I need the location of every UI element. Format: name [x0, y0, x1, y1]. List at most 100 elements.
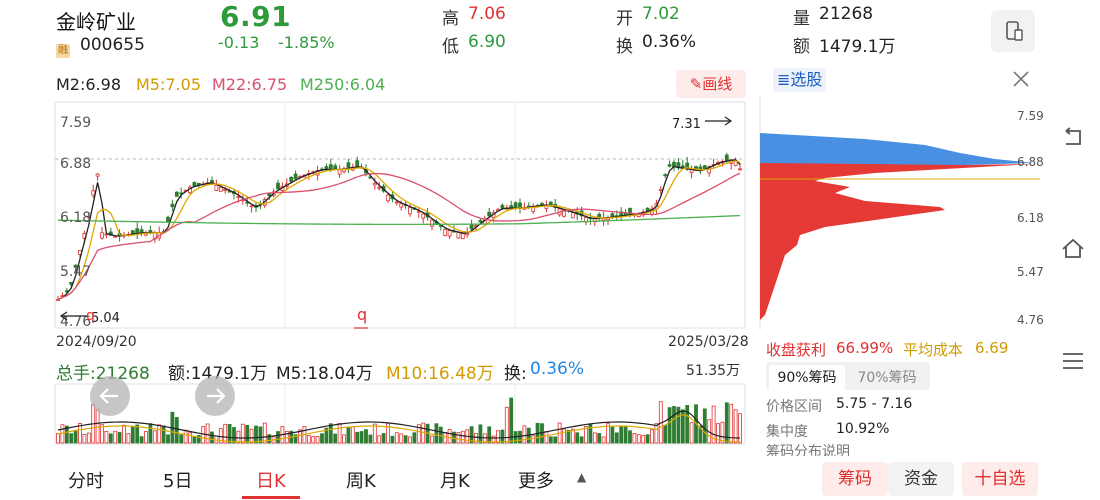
volume-bar [130, 425, 135, 444]
volume-bar [584, 425, 588, 444]
candle-body [377, 186, 382, 189]
volume-bar [474, 433, 478, 444]
add-watchlist-button[interactable]: 十自选 [962, 462, 1038, 496]
ma22-line [57, 172, 741, 301]
volume-bar [100, 424, 104, 444]
tab-daily-k[interactable]: 日K [256, 471, 286, 492]
funds-button[interactable]: 资金 [888, 462, 954, 496]
volume-bar [390, 435, 395, 444]
current-price: 6.91 [220, 0, 292, 33]
volume-total: 总手:21268 [56, 364, 150, 384]
home-button[interactable] [1058, 234, 1088, 264]
volume-bar [144, 431, 148, 444]
volume-bar [223, 423, 228, 444]
volume-bar [456, 431, 461, 444]
tab-70-chips[interactable]: 70%筹码 [857, 370, 917, 386]
candlestick-chart[interactable]: 7.59 6.88 6.18 5.47 4.76 7.31 5.04 q q 2… [0, 0, 760, 460]
volume-bar [614, 432, 619, 444]
next-button[interactable] [195, 376, 235, 416]
avg-cost-label: 平均成本 [903, 341, 964, 359]
landscape-toggle-button[interactable] [991, 10, 1035, 52]
arrow-left-icon [99, 388, 118, 404]
volume-bar [716, 423, 720, 444]
volume-bar [135, 424, 140, 444]
back-arrow-icon [1065, 127, 1081, 145]
candle-body [214, 184, 219, 191]
ma250-line [57, 214, 741, 226]
volume-bar [249, 428, 254, 444]
volume-bar [698, 425, 703, 444]
volume-bar [64, 425, 69, 444]
menu-button[interactable] [1058, 346, 1088, 376]
back-button[interactable] [1058, 122, 1088, 152]
open-value: 7.02 [642, 4, 680, 24]
volume-bar [328, 423, 333, 444]
candle-body [293, 173, 298, 180]
chip-axis-label-3: 5.47 [1017, 265, 1044, 279]
chip-axis-label-0: 7.59 [1017, 109, 1044, 123]
candle-body [174, 191, 179, 197]
volume-bar [729, 403, 734, 444]
date-end: 2025/03/28 [668, 334, 749, 350]
volume-bar [654, 423, 659, 444]
volume-bar [487, 426, 492, 444]
high-label: 高 [442, 9, 459, 29]
volume-bar [443, 432, 448, 444]
amount-value: 1479.1万 [819, 37, 896, 57]
profit-value: 66.99% [836, 339, 894, 357]
candle-body [386, 194, 390, 202]
volume-bar [478, 424, 483, 444]
stock-pick-button[interactable]: ≣选股 [773, 68, 827, 92]
open-label: 开 [616, 9, 633, 29]
close-button[interactable] [1010, 68, 1032, 90]
volume-bar [544, 431, 549, 444]
prev-button[interactable] [90, 376, 130, 416]
volume-bar [672, 406, 676, 444]
ma5-value: M5:7.05 [136, 75, 201, 94]
chips-button[interactable]: 筹码 [822, 462, 888, 496]
chart-frame [54, 101, 746, 329]
volume-bar [139, 436, 144, 444]
candle-body [487, 211, 492, 217]
volume-bar [236, 430, 241, 444]
volume-bar [733, 409, 738, 444]
volume-bar [628, 430, 632, 444]
candle-body [408, 207, 412, 215]
tab-monthly-k[interactable]: 月K [440, 471, 470, 492]
volume-bar [227, 424, 232, 444]
chip-explain-link[interactable]: 筹码分布说明 [766, 444, 850, 456]
tab-weekly-k[interactable]: 周K [346, 471, 376, 492]
ma22-value: M22:6.75 [212, 75, 288, 94]
volume-bar [447, 429, 452, 444]
candle-body [276, 182, 280, 190]
tab-5day[interactable]: 5日 [163, 471, 193, 492]
volume-bar [597, 433, 602, 444]
tab-intraday[interactable]: 分时 [68, 471, 104, 492]
volume-bar [240, 423, 245, 444]
margin-badge: 融 [56, 44, 70, 58]
draw-line-button[interactable]: ✎画线 [676, 70, 746, 98]
volume-bar [623, 425, 628, 444]
volume-bar [522, 425, 527, 444]
volume-ma-lines [57, 410, 741, 443]
avg-cost-value: 6.69 [975, 339, 1009, 357]
candle-body [513, 202, 518, 209]
volume-bar [210, 431, 214, 444]
close-icon [1013, 71, 1029, 87]
price-axis-label-1: 6.88 [60, 156, 91, 172]
home-icon [1062, 238, 1084, 258]
volume-bar [86, 432, 91, 444]
volume-bar [504, 406, 509, 444]
candle-body [518, 202, 522, 209]
tab-more[interactable]: 更多 [518, 471, 554, 492]
tab-90-chips[interactable]: 90%筹码 [769, 365, 845, 391]
volume-bar [650, 429, 654, 444]
volume-bar [412, 432, 417, 444]
volume-bar [663, 424, 668, 444]
volume-bar [667, 407, 672, 444]
volume-bar [491, 435, 496, 444]
volume-bar [381, 433, 386, 444]
caret-up-icon[interactable]: ▲ [577, 470, 587, 484]
q-marker-left: q [86, 308, 95, 324]
turnover-label: 换 [616, 37, 633, 57]
